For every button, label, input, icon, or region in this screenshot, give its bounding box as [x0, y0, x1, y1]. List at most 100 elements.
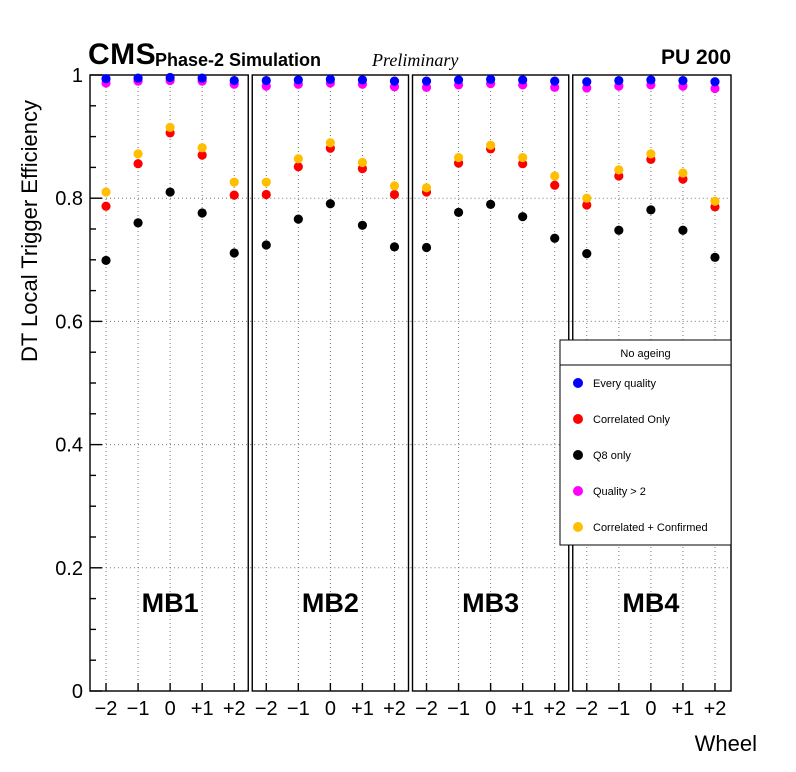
data-point-every-quality — [421, 76, 432, 86]
data-point-q8-only — [197, 208, 207, 218]
data-point-q8-only — [261, 240, 271, 250]
data-point-correlated-confirmed — [582, 193, 592, 203]
data-point-correlated-confirmed — [197, 143, 207, 153]
data-point-every-quality — [101, 74, 111, 84]
data-point-q8-only — [293, 214, 303, 224]
x-tick-label: +2 — [543, 698, 566, 720]
x-tick-label: +2 — [704, 698, 727, 720]
data-point-correlated-confirmed — [293, 154, 303, 164]
data-point-correlated-only — [550, 180, 560, 190]
y-tick-label: 0.2 — [55, 558, 83, 580]
data-point-every-quality — [550, 76, 560, 86]
data-point-q8-only — [486, 199, 496, 209]
data-point-q8-only — [165, 187, 175, 197]
data-point-quality-2 — [710, 83, 720, 94]
x-axis-title: Wheel — [694, 731, 757, 756]
data-point-correlated-only — [389, 189, 400, 200]
x-tick-label: +1 — [191, 698, 214, 720]
data-point-q8-only — [678, 225, 688, 235]
data-point-every-quality — [293, 75, 303, 85]
data-point-every-quality — [165, 72, 175, 83]
data-point-correlated-confirmed — [229, 177, 239, 187]
data-point-every-quality — [614, 75, 624, 86]
data-point-every-quality — [133, 73, 143, 83]
data-point-every-quality — [453, 75, 464, 85]
x-tick-label: −2 — [95, 698, 118, 720]
y-tick-label: 0.4 — [55, 435, 83, 457]
legend-entry-label: Quality > 2 — [593, 486, 646, 498]
y-tick-label: 0.6 — [55, 311, 83, 333]
data-point-every-quality — [486, 74, 496, 84]
x-tick-label: 0 — [645, 698, 656, 720]
data-point-correlated-confirmed — [678, 168, 688, 178]
experiment-logo-label: CMS — [88, 38, 157, 71]
data-point-q8-only — [710, 252, 720, 262]
data-point-correlated-confirmed — [646, 149, 656, 159]
data-point-correlated-only — [582, 200, 592, 210]
data-point-every-quality — [710, 77, 720, 87]
data-point-correlated-confirmed — [133, 149, 143, 159]
data-point-correlated-only — [293, 162, 303, 172]
data-point-correlated-confirmed — [614, 165, 624, 175]
data-point-q8-only — [646, 205, 656, 215]
data-point-q8-only — [582, 249, 592, 259]
data-point-correlated-confirmed — [710, 196, 720, 206]
y-tick-label: 1 — [72, 65, 83, 87]
data-point-correlated-confirmed — [261, 177, 271, 187]
data-point-every-quality — [646, 75, 656, 85]
y-tick-label: 0 — [72, 681, 83, 703]
data-point-q8-only — [229, 248, 239, 258]
x-tick-label: −1 — [447, 698, 470, 720]
x-tick-label: −2 — [575, 698, 598, 720]
panel-label-mb2: MB2 — [302, 588, 359, 618]
data-point-correlated-confirmed — [453, 152, 464, 163]
data-point-correlated-only — [229, 190, 239, 200]
simulation-label: Phase-2 Simulation — [155, 50, 322, 70]
x-tick-label: +1 — [511, 698, 534, 720]
x-tick-label: +1 — [351, 698, 374, 720]
x-tick-label: +2 — [383, 698, 406, 720]
legend-entry-label: Q8 only — [593, 450, 631, 462]
x-tick-label: 0 — [325, 698, 336, 720]
x-tick-label: −2 — [415, 698, 438, 720]
data-point-every-quality — [261, 75, 271, 86]
data-point-correlated-only — [261, 189, 271, 200]
data-point-correlated-only — [197, 150, 207, 160]
data-point-correlated-confirmed — [389, 181, 400, 191]
data-point-q8-only — [101, 255, 111, 266]
x-tick-label: +2 — [223, 698, 246, 720]
y-tick-label: 0.8 — [55, 188, 83, 210]
legend-marker-q8-only — [573, 450, 583, 460]
x-tick-label: −1 — [607, 698, 630, 720]
data-point-correlated-only — [101, 201, 111, 211]
x-tick-label: −1 — [287, 698, 310, 720]
data-point-q8-only — [357, 220, 368, 230]
data-point-q8-only — [389, 242, 400, 252]
data-point-q8-only — [550, 233, 560, 243]
data-point-every-quality — [582, 77, 592, 87]
legend-marker-correlated-only — [573, 414, 583, 424]
data-point-correlated-only — [133, 159, 143, 169]
data-point-every-quality — [325, 74, 335, 84]
data-point-every-quality — [197, 73, 207, 83]
legend-entry-label: Correlated + Confirmed — [593, 522, 708, 534]
data-point-every-quality — [229, 75, 239, 86]
x-tick-label: 0 — [485, 698, 496, 720]
data-point-correlated-confirmed — [357, 157, 368, 168]
data-point-correlated-confirmed — [325, 138, 335, 148]
data-point-correlated-confirmed — [421, 183, 432, 193]
legend-marker-quality-2 — [573, 486, 583, 496]
legend-marker-every-quality — [573, 378, 583, 388]
legend-marker-correlated-confirmed — [573, 522, 583, 532]
data-point-q8-only — [453, 207, 464, 217]
x-tick-label: −2 — [255, 698, 278, 720]
legend-title: No ageing — [620, 348, 670, 360]
pileup-label: PU 200 — [660, 46, 731, 69]
data-point-correlated-confirmed — [518, 152, 528, 163]
panel-label-mb4: MB4 — [622, 588, 679, 618]
data-point-q8-only — [614, 225, 624, 235]
data-point-every-quality — [389, 76, 400, 86]
legend-entry-label: Every quality — [593, 378, 656, 390]
